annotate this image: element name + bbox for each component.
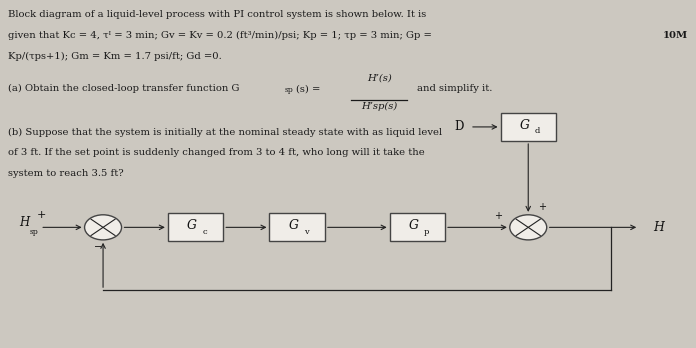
Text: G: G [519,119,530,132]
Text: c: c [203,228,207,236]
Text: of 3 ft. If the set point is suddenly changed from 3 to 4 ft, who long will it t: of 3 ft. If the set point is suddenly ch… [8,148,425,157]
Text: H’(s): H’(s) [367,74,392,83]
Text: 10M: 10M [663,31,688,40]
Bar [168,213,223,242]
Text: d: d [535,127,540,135]
Text: (s) =: (s) = [296,84,320,93]
Text: (a) Obtain the closed-loop transfer function G: (a) Obtain the closed-loop transfer func… [8,84,240,93]
Text: +: + [493,211,502,221]
Text: Block diagram of a liquid-level process with PI control system is shown below. I: Block diagram of a liquid-level process … [8,10,427,19]
Text: system to reach 3.5 ft?: system to reach 3.5 ft? [8,169,124,178]
Text: p: p [424,228,429,236]
Bar [500,113,556,141]
Text: G: G [288,219,299,232]
Circle shape [85,215,122,240]
Text: −: − [95,243,102,252]
Text: H’sp(s): H’sp(s) [361,102,397,111]
Text: +: + [36,210,46,220]
Text: and simplify it.: and simplify it. [418,84,493,93]
Text: v: v [304,228,309,236]
Text: +: + [538,202,546,212]
Text: Kp/(τps+1); Gm = Km = 1.7 psi/ft; Gd =0.: Kp/(τps+1); Gm = Km = 1.7 psi/ft; Gd =0. [8,52,222,61]
Bar [269,213,325,242]
Text: G: G [187,219,197,232]
Circle shape [509,215,547,240]
Text: D: D [454,120,464,133]
Text: (b) Suppose that the system is initially at the nominal steady state with as liq: (b) Suppose that the system is initially… [8,127,443,136]
Bar [390,213,445,242]
Text: G: G [409,219,418,232]
Text: H: H [19,216,29,229]
Text: given that Kc = 4, τᴵ = 3 min; Gv = Kv = 0.2 (ft³/min)/psi; Kp = 1; τp = 3 min; : given that Kc = 4, τᴵ = 3 min; Gv = Kv =… [8,31,432,40]
Text: sp: sp [30,228,39,236]
Text: H: H [653,221,664,234]
Text: sp: sp [284,86,293,94]
